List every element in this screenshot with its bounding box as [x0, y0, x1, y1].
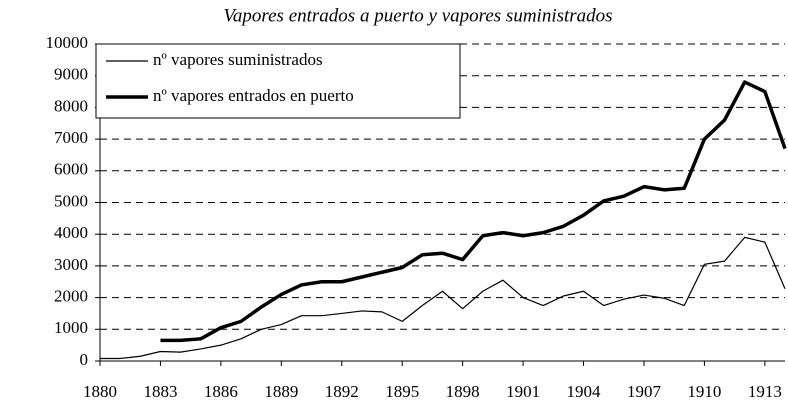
y-tick-label: 7000 [54, 128, 88, 147]
x-tick-label: 1880 [83, 382, 117, 401]
chart-title: Vapores entrados a puerto y vapores sumi… [223, 5, 612, 26]
series-line [160, 80, 787, 343]
y-tick-label: 1000 [54, 318, 88, 337]
x-tick-label: 1913 [748, 382, 782, 401]
x-tick-label: 1892 [325, 382, 359, 401]
x-tick-label: 1886 [204, 382, 238, 401]
x-tick-label: 1895 [385, 382, 419, 401]
legend-box [95, 43, 461, 119]
y-tick-label: 3000 [54, 255, 88, 274]
x-tick-label: 1883 [143, 382, 177, 401]
y-tick-label: 8000 [54, 96, 88, 115]
y-tick-label: 6000 [54, 160, 88, 179]
x-tick-label: 1901 [506, 382, 540, 401]
y-tick-label: 4000 [54, 223, 88, 242]
x-tick-label: 1904 [567, 382, 602, 401]
legend-label: nº vapores entrados en puerto [153, 86, 354, 105]
x-tick-label: 1910 [687, 382, 721, 401]
x-tick-label: 1907 [627, 382, 662, 401]
y-tick-label: 0 [80, 350, 89, 369]
x-tick-label: 1889 [264, 382, 298, 401]
series-line [100, 236, 786, 360]
y-tick-label: 5000 [54, 191, 88, 210]
y-tick-label: 2000 [54, 287, 88, 306]
legend-label: nº vapores suministrados [153, 50, 323, 69]
y-tick-label: 10000 [46, 33, 89, 52]
x-tick-label: 1898 [446, 382, 480, 401]
y-tick-label: 9000 [54, 65, 88, 84]
